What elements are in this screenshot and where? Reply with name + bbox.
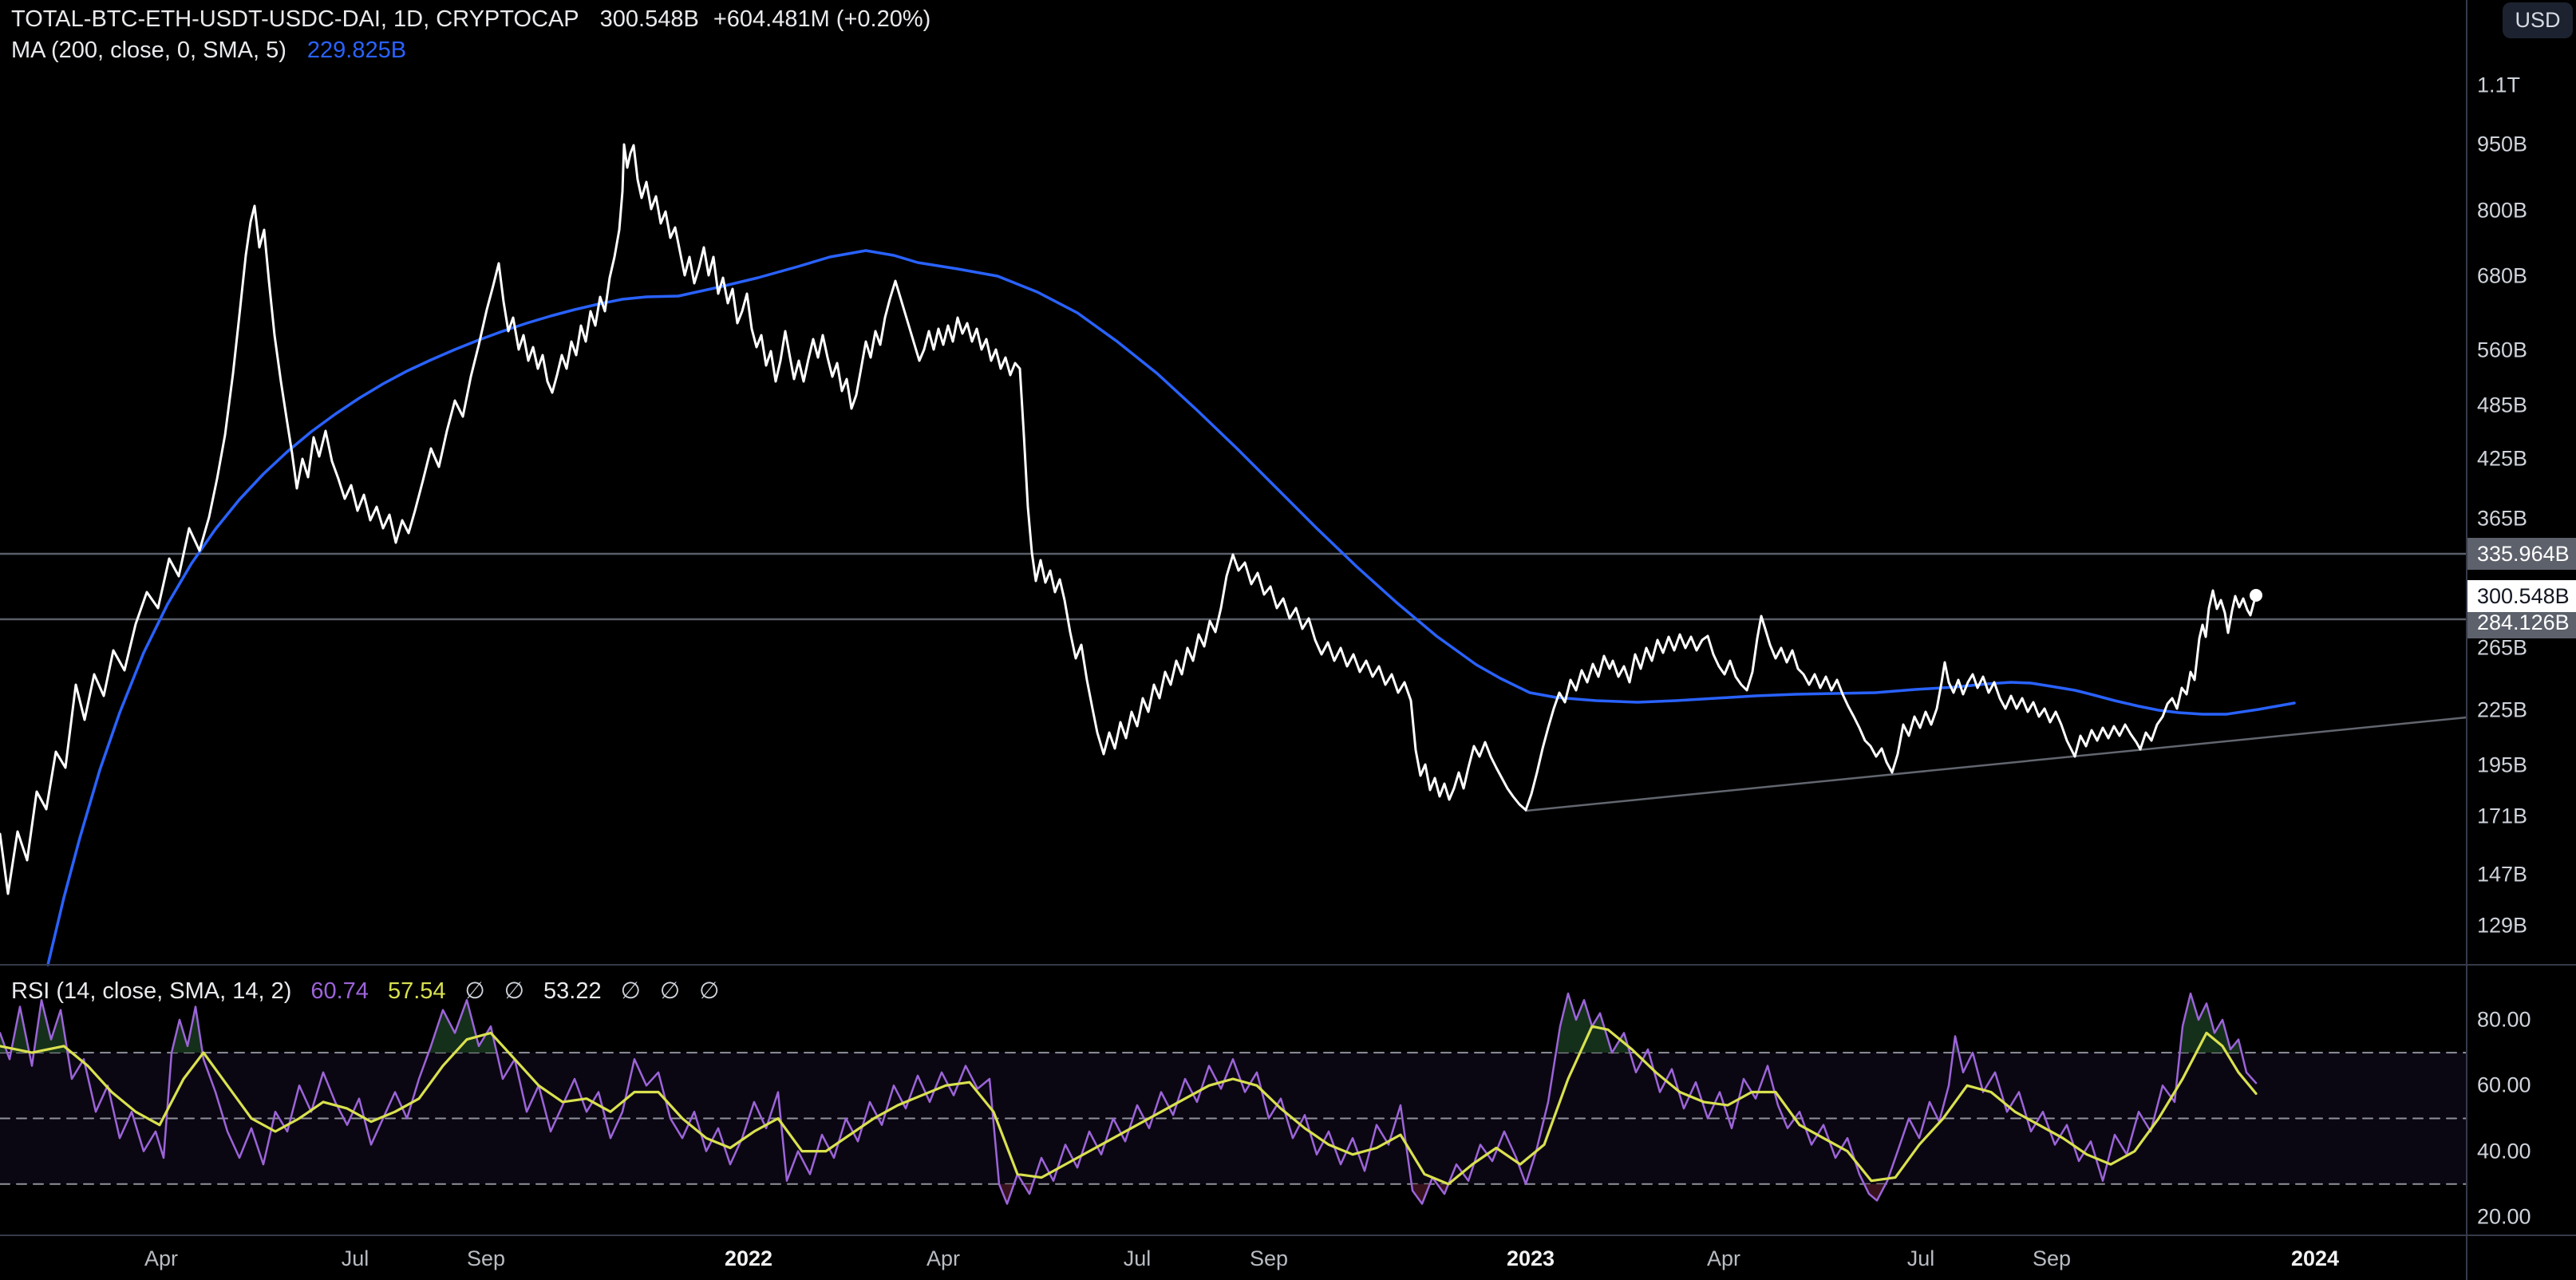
x-axis-label: Sep [1249, 1246, 1289, 1270]
price-line [0, 143, 2258, 895]
ma-legend-label: MA (200, close, 0, SMA, 5) [11, 38, 286, 63]
rsi-oversold-fill [1864, 1183, 1886, 1201]
rsi-overbought-fill [10, 1006, 30, 1053]
rsi-ma-value: 57.54 [387, 978, 446, 1004]
y-axis-label: 365B [2477, 506, 2528, 531]
y-axis-label: 40.00 [2477, 1139, 2531, 1163]
y-axis-label: 265B [2477, 635, 2528, 660]
ma-legend[interactable]: MA (200, close, 0, SMA, 5) 229.825B [11, 38, 406, 64]
y-axis-label: 425B [2477, 446, 2528, 471]
price-change: +604.481M (+0.20%) [713, 6, 931, 32]
x-axis-label: 2022 [724, 1246, 773, 1270]
hline-price-badge: 335.964B [2467, 538, 2576, 570]
currency-toggle-button[interactable]: USD [2503, 2, 2573, 38]
last-price-badge: 300.548B [2467, 580, 2576, 612]
rsi-empty-icon-3: ∅ [620, 978, 641, 1004]
y-axis-label: 80.00 [2477, 1007, 2531, 1032]
y-axis-label: 147B [2477, 862, 2528, 887]
y-axis-label: 195B [2477, 753, 2528, 777]
rsi-overbought-fill [1612, 1033, 1630, 1053]
x-axis-label: Apr [926, 1246, 961, 1270]
rsi-value: 60.74 [310, 978, 369, 1004]
trendline [1524, 716, 2468, 812]
x-axis-label: Sep [2032, 1246, 2072, 1270]
last-price-dot [2250, 589, 2262, 602]
rsi-empty-icon-1: ∅ [464, 978, 485, 1004]
y-axis-label: 171B [2477, 804, 2528, 828]
x-axis-label: Jul [1123, 1246, 1152, 1270]
y-axis-label: 129B [2477, 913, 2528, 938]
x-axis-label: 2024 [2290, 1246, 2340, 1270]
y-axis-label: 560B [2477, 338, 2528, 362]
rsi-mid-value: 53.22 [543, 978, 602, 1004]
rsi-legend[interactable]: RSI (14, close, SMA, 14, 2) 60.74 57.54 … [11, 977, 719, 1005]
y-axis-label: 1.1T [2477, 73, 2521, 97]
y-axis-label: 680B [2477, 263, 2528, 288]
ma200-line [46, 249, 2296, 966]
last-price-value: 300.548B [599, 6, 699, 32]
rsi-overbought-fill [2179, 994, 2242, 1053]
x-axis-label: Jul [341, 1246, 369, 1270]
rsi-empty-icon-2: ∅ [504, 978, 525, 1004]
symbol-title: TOTAL-BTC-ETH-USDT-USDC-DAI, 1D, CRYPTOC… [11, 6, 579, 32]
rsi-overbought-fill [429, 1000, 497, 1053]
ma-legend-value: 229.825B [306, 38, 407, 63]
y-axis-label: 20.00 [2477, 1204, 2531, 1229]
rsi-legend-label: RSI (14, close, SMA, 14, 2) [11, 978, 292, 1004]
rsi-overbought-fill [1555, 994, 1612, 1053]
x-axis-label: Apr [1706, 1246, 1741, 1270]
rsi-oversold-fill [999, 1183, 1014, 1204]
x-axis-label: Sep [466, 1246, 506, 1270]
rsi-overbought-fill [34, 1000, 68, 1053]
y-axis-label: 950B [2477, 132, 2528, 156]
y-axis-label: 800B [2477, 198, 2528, 223]
x-axis-label: 2023 [1506, 1246, 1555, 1270]
rsi-line [0, 992, 2258, 1205]
symbol-legend[interactable]: TOTAL-BTC-ETH-USDT-USDC-DAI, 1D, CRYPTOC… [11, 6, 930, 33]
x-axis-label: Jul [1906, 1246, 1935, 1270]
x-axis-label: Apr [144, 1246, 179, 1270]
y-axis-label: 225B [2477, 697, 2528, 722]
rsi-empty-icon-5: ∅ [699, 978, 720, 1004]
rsi-oversold-fill [1411, 1183, 1430, 1204]
rsi-empty-icon-4: ∅ [659, 978, 681, 1004]
y-axis-label: 60.00 [2477, 1073, 2531, 1097]
rsi-ma-line [0, 1025, 2258, 1186]
y-axis-label: 485B [2477, 393, 2528, 417]
rsi-overbought-fill [172, 1006, 203, 1053]
